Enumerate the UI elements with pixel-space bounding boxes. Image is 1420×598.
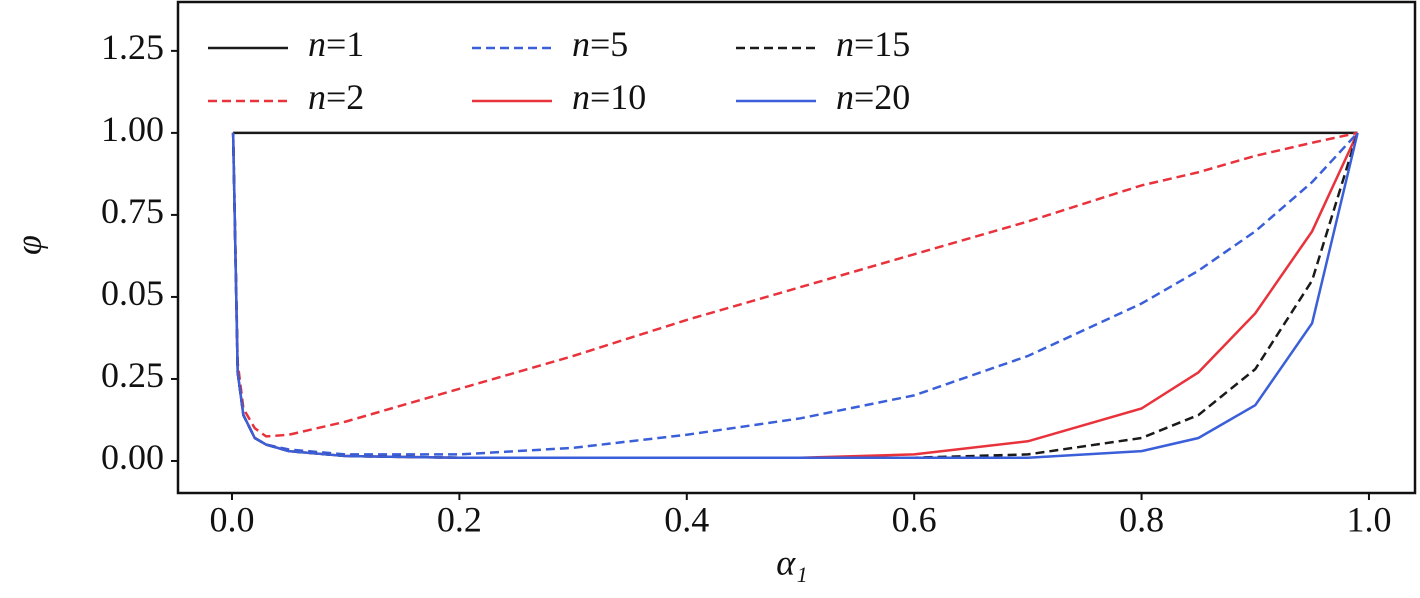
y-tick-label: 0.75 <box>101 191 164 231</box>
legend-label: n=10 <box>572 77 646 117</box>
line-series <box>231 132 1359 456</box>
y-tick-label: 1.25 <box>101 27 164 67</box>
y-tick-label: 0.05 <box>101 273 164 313</box>
legend-label: n=1 <box>308 24 364 64</box>
legend-label: n=5 <box>572 24 628 64</box>
x-tick-label: 0.0 <box>210 499 255 539</box>
x-tick-label: 0.8 <box>1119 499 1164 539</box>
x-tick-label: 1.0 <box>1346 499 1391 539</box>
line-series <box>231 132 1359 459</box>
legend-label: n=15 <box>836 24 910 64</box>
y-tick-label: 0.00 <box>101 437 164 477</box>
x-tick-label: 0.4 <box>664 499 709 539</box>
plot-frame <box>176 0 1417 495</box>
line-series <box>231 132 1359 459</box>
x-tick-label: 0.2 <box>437 499 482 539</box>
line-series <box>231 131 1358 438</box>
y-tick-label: 0.25 <box>101 355 164 395</box>
x-axis-label: α₁ <box>776 542 807 582</box>
legend-label: n=20 <box>836 77 910 117</box>
y-axis-label: φ <box>8 235 48 255</box>
x-tick-label: 0.6 <box>892 499 937 539</box>
line-series <box>231 132 1359 459</box>
legend-label: n=2 <box>308 77 364 117</box>
y-tick-label: 1.00 <box>101 109 164 149</box>
